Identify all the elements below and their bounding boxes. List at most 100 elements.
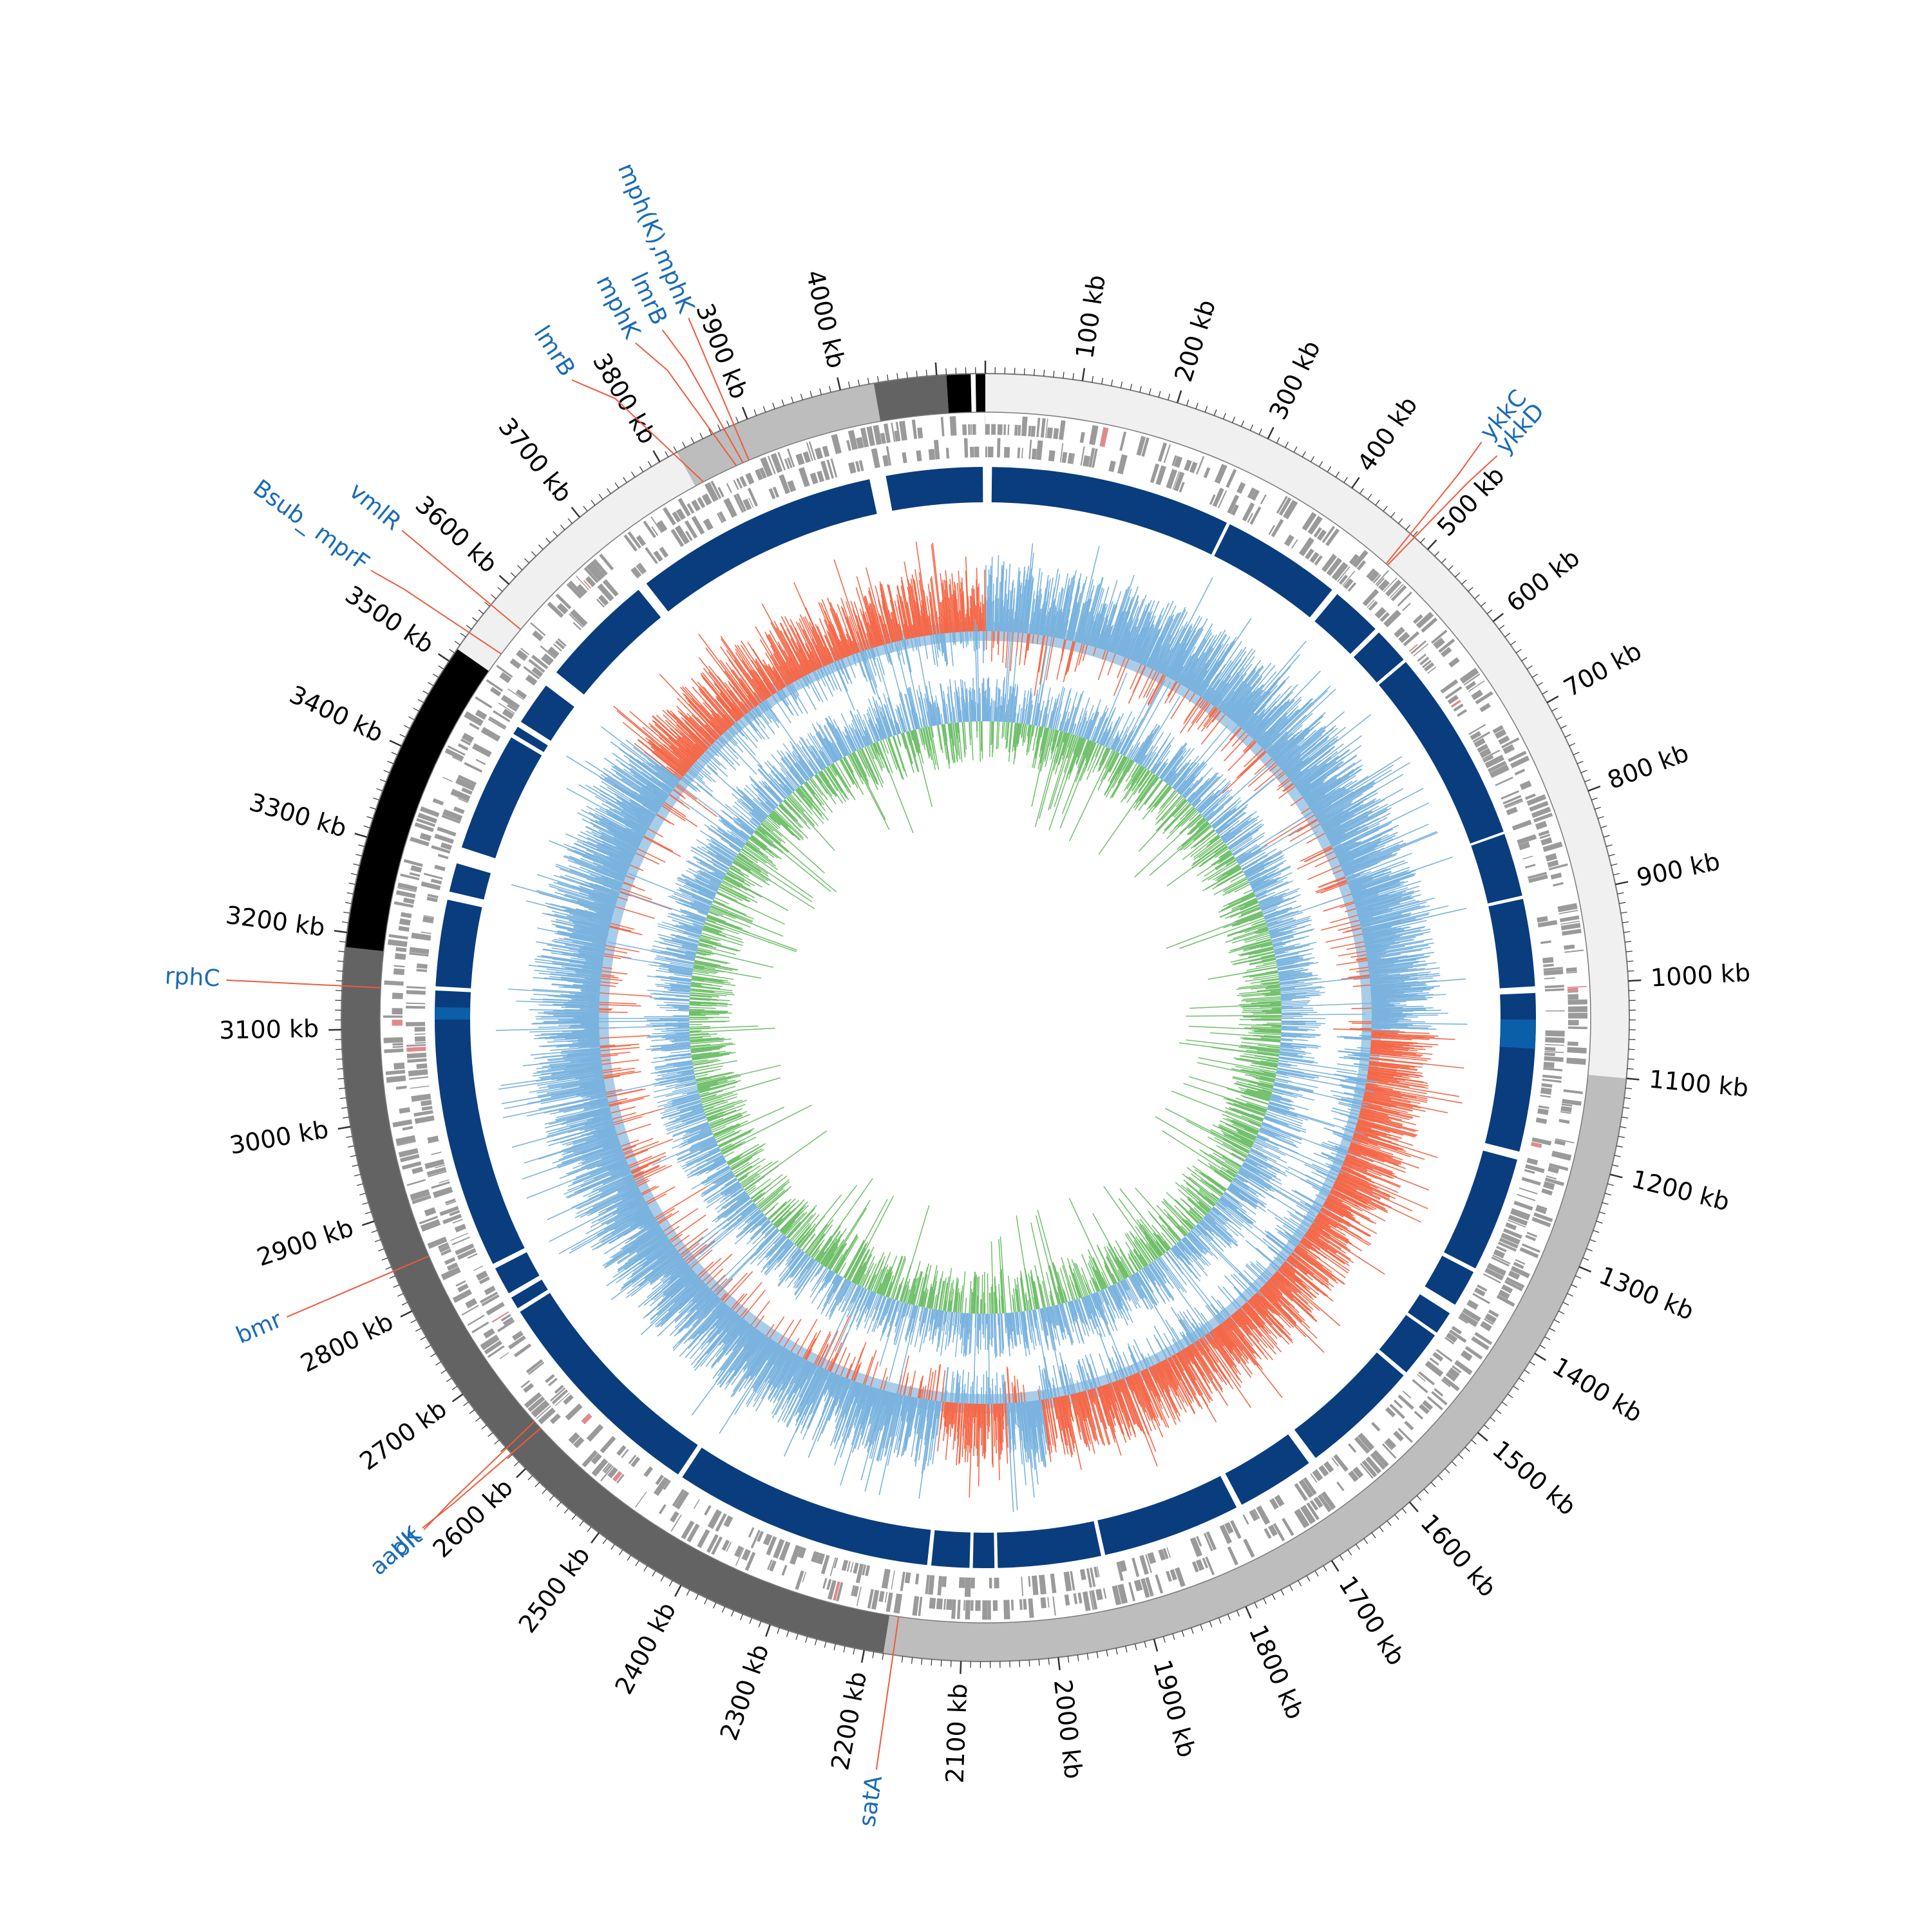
cds-feature: [1092, 448, 1098, 468]
gc-content-bar: [1151, 1366, 1165, 1393]
gc-content-bar: [1061, 1365, 1070, 1396]
gc-content-bar: [1070, 1394, 1082, 1440]
kb-tick-label: 2200 kb: [826, 1669, 872, 1772]
gc-content-bar: [1049, 616, 1054, 637]
cds-feature: [421, 931, 431, 934]
gc-content-bar: [1348, 974, 1370, 978]
gc-content-bar: [1320, 792, 1378, 826]
gc-content-bar: [1232, 685, 1264, 721]
gc-content-bar: [1325, 1199, 1352, 1214]
gc-content-bar: [1142, 1370, 1157, 1397]
gc-content-bar: [1354, 1129, 1378, 1137]
major-tick: [1408, 1501, 1419, 1513]
gc-content-bar: [1370, 983, 1426, 989]
cds-feature: [1096, 1566, 1100, 1577]
gc-content-bar: [1152, 1365, 1164, 1390]
gc-content-bar: [820, 1331, 839, 1368]
gc-content-bar: [794, 1359, 808, 1384]
gc-content-bar: [1170, 634, 1196, 679]
cds-feature: [1298, 1479, 1314, 1499]
cds-feature: [817, 470, 825, 482]
gc-content-bar: [1197, 706, 1215, 730]
cds-feature: [1468, 724, 1486, 735]
minor-tick: [1285, 441, 1289, 448]
gc-content-bar: [1344, 861, 1381, 876]
gc-content-bar: [647, 1222, 659, 1231]
gc-content-bar: [1257, 699, 1302, 744]
cds-feature: [452, 1218, 463, 1224]
gc-content-bar: [1344, 908, 1356, 913]
gc-content-bar: [799, 1368, 824, 1417]
gc-content-bar: [1232, 1314, 1243, 1327]
minor-tick: [857, 379, 860, 386]
gc-content-bar: [1010, 1403, 1015, 1445]
gc-content-bar: [1330, 818, 1379, 844]
gc-content-bar: [719, 1343, 778, 1434]
gc-content-bar: [1327, 815, 1368, 838]
minor-tick: [535, 1482, 540, 1488]
minor-tick: [446, 1378, 452, 1382]
gc-content-bar: [1322, 798, 1377, 829]
cds-feature: [707, 1509, 722, 1530]
gc-content-bar: [902, 1397, 914, 1456]
cds-feature: [1506, 806, 1518, 815]
gc-content-bar: [1310, 786, 1345, 810]
gc-content-bar: [1239, 691, 1271, 727]
cds-feature: [1504, 800, 1524, 809]
gc-content-bar: [744, 1330, 760, 1351]
gc-content-bar: [969, 1403, 972, 1454]
cds-feature: [409, 947, 430, 954]
minor-tick: [531, 551, 536, 557]
gc-content-bar: [969, 1403, 973, 1498]
minor-tick: [350, 1155, 357, 1157]
gc-content-bar: [1371, 1027, 1391, 1028]
gc-content-bar: [1332, 802, 1429, 850]
gc-content-bar: [994, 577, 998, 632]
gc-content-bar: [1288, 1256, 1332, 1291]
gc-content-bar: [1371, 1001, 1406, 1004]
gc-content-bar: [795, 1367, 822, 1422]
cds-feature: [1082, 1591, 1091, 1611]
gc-content-bar: [1276, 1271, 1302, 1294]
gc-content-bar: [1087, 621, 1095, 645]
major-tick: [354, 833, 368, 838]
gc-content-bar: [1218, 677, 1244, 710]
cds-feature: [1342, 571, 1356, 587]
cds-feature: [1471, 689, 1483, 701]
cds-feature: [1318, 1464, 1329, 1477]
gc-content-bar: [1177, 1352, 1204, 1396]
gc-content-bar: [1002, 606, 1005, 632]
gc-content-bar: [707, 1309, 732, 1337]
gc-content-bar: [1303, 1235, 1344, 1264]
gc-content-bar: [772, 1351, 792, 1385]
gc-content-bar: [609, 1166, 630, 1177]
gc-content-bar: [1312, 794, 1344, 814]
gc-content-bar: [1370, 981, 1419, 987]
gc-content-bar: [715, 1320, 746, 1358]
gc-content-bar: [674, 1293, 716, 1337]
kb-tick-marks: [328, 361, 1642, 1674]
gc-content-bar: [1188, 1345, 1218, 1391]
minor-tick: [1599, 1211, 1606, 1215]
gc-content-bar: [1016, 585, 1021, 633]
gc-content-bar: [617, 1194, 643, 1208]
gc-content-bar: [1359, 916, 1374, 922]
gc-content-bar: [1305, 785, 1328, 802]
gc-content-bar: [1274, 1227, 1298, 1245]
minor-tick: [814, 1638, 817, 1645]
cds-feature: [1072, 453, 1075, 464]
gc-content-bar: [1206, 649, 1243, 701]
gc-content-bar: [1113, 1381, 1131, 1426]
gc-content-bar: [1278, 726, 1326, 767]
gc-content-bar: [1344, 869, 1357, 876]
gc-content-bar: [1146, 1368, 1161, 1398]
blast-hit-segment: [886, 467, 983, 511]
gc-content-bar: [1368, 1066, 1416, 1074]
cds-feature: [721, 1539, 730, 1551]
cds-feature: [831, 433, 842, 455]
gc-content-bar: [1331, 1189, 1372, 1210]
cds-feature: [467, 1253, 478, 1259]
gc-content-bar: [1198, 618, 1252, 696]
gc-content-bar: [954, 1370, 958, 1403]
cds-feature: [767, 1559, 773, 1570]
